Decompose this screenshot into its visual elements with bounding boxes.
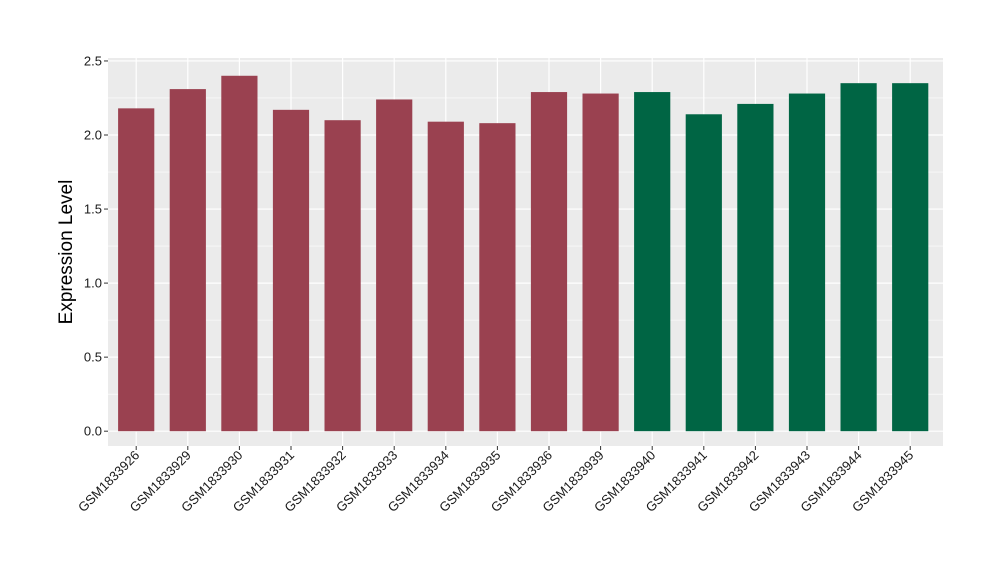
bar-GSM1833931 [272,109,310,432]
bar-GSM1833933 [376,99,413,432]
y-axis-title: Expression Level [56,180,77,325]
bars [118,75,929,432]
y-tick-label: 1.0 [84,276,102,291]
bar-GSM1833945 [892,83,929,432]
bar-GSM1833941 [685,114,722,432]
y-tick-label: 0.5 [84,350,102,365]
bar-GSM1833939 [582,93,619,432]
y-tick-label: 2.5 [84,53,102,68]
bar-GSM1833936 [530,92,568,432]
y-tick-label: 0.0 [84,424,102,439]
y-axis: 0.0 0.5 1.0 1.5 2.0 2.5 [84,53,108,439]
bar-GSM1833934 [427,121,464,432]
y-tick-label: 2.0 [84,128,102,143]
x-axis: GSM1833926GSM1833929GSM1833930GSM1833931… [75,446,916,515]
y-tick-label: 1.5 [84,202,102,217]
bar-GSM1833940 [634,92,671,432]
bar-GSM1833929 [169,89,206,432]
bar-GSM1833926 [118,108,155,432]
bar-GSM1833932 [324,120,361,432]
bar-GSM1833942 [737,103,774,432]
bar-GSM1833943 [788,93,826,432]
bar-GSM1833935 [479,123,516,432]
bar-GSM1833944 [840,83,877,432]
bar-GSM1833930 [221,75,258,432]
